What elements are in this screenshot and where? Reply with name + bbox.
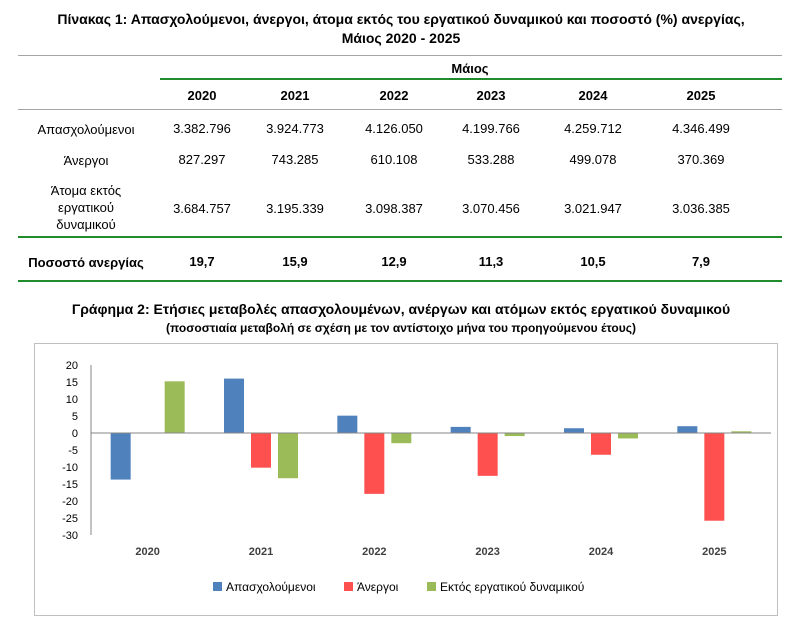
table-cell: 3.021.947: [564, 201, 622, 216]
rate-cell: 11,3: [478, 254, 504, 269]
legend-label: Εκτός εργατικού δυναμικού: [440, 580, 584, 594]
x-category-label: 2022: [362, 546, 386, 558]
table-cell: 3.382.796: [173, 121, 231, 136]
bar: [337, 415, 358, 433]
table-cell: 3.684.757: [173, 201, 231, 216]
table-title-line2: Μάιος 2020 - 2025: [341, 30, 461, 46]
row-label: Άνεργοι: [18, 152, 154, 169]
year-header: 2021: [280, 88, 310, 103]
row-label: Άτομα εκτός εργατικού δυναμικού: [18, 182, 154, 233]
bar: [677, 426, 698, 433]
legend-label: Άνεργοι: [357, 580, 399, 594]
table-cell: 3.924.773: [266, 121, 324, 136]
bar-chart: 20 15 10 5 0 -5 -10 -15 -20 -25 -30 2020 2021 2022 202…: [62, 360, 771, 594]
table-cell: 4.199.766: [462, 121, 520, 136]
year-header: 2023: [476, 88, 506, 103]
bar: [477, 433, 498, 476]
row-label-line: Άτομα εκτός: [50, 183, 122, 198]
x-category-label: 2025: [702, 546, 726, 558]
table-cell: 4.126.050: [365, 121, 423, 136]
table-cell: 610.108: [370, 152, 418, 167]
table-cell: 3.098.387: [365, 201, 423, 216]
chart-title-line2: (ποσοστιαία μεταβολή σε σχέση με τον αντ…: [166, 321, 636, 335]
table-cell: 743.285: [271, 152, 319, 167]
table-cell: 499.078: [569, 152, 617, 167]
row-label-line: εργατικού: [58, 200, 114, 215]
bar: [618, 433, 638, 439]
x-category-label: 2020: [135, 546, 159, 558]
x-category-label: 2021: [249, 546, 273, 558]
rate-top-rule: [18, 236, 782, 238]
row-label-line: Άνεργοι: [63, 153, 109, 168]
year-header: 2020: [187, 88, 217, 103]
table-cell: 370.369: [677, 152, 725, 167]
y-tick-label: 15: [66, 377, 78, 389]
legend-label: Απασχολούμενοι: [226, 580, 316, 594]
table-cell: 827.297: [178, 152, 226, 167]
chart-area: 20 15 10 5 0 -5 -10 -15 -20 -25 -30 2020 2021 2022 202…: [34, 343, 778, 616]
y-tick-label: 5: [72, 411, 78, 423]
y-tick-label: 20: [66, 360, 78, 372]
rate-cell: 15,9: [282, 254, 308, 269]
table-top-rule: [18, 55, 782, 56]
rate-row-label: Ποσοστό ανεργίας: [28, 255, 144, 270]
bar: [450, 426, 471, 433]
year-header: 2025: [686, 88, 716, 103]
legend-swatch: [427, 582, 436, 591]
y-tick-label: 10: [66, 394, 78, 406]
y-tick-label: -20: [62, 496, 78, 508]
year-header: 2022: [379, 88, 409, 103]
y-tick-label: -5: [68, 445, 78, 457]
y-tick-label: -10: [62, 462, 78, 474]
bar: [731, 431, 752, 433]
y-tick-label: -15: [62, 479, 78, 491]
rate-cell: 19,7: [189, 254, 215, 269]
month-header: Μάιος: [451, 61, 489, 76]
bar: [564, 428, 584, 433]
bar: [704, 433, 725, 521]
y-tick-label: -30: [62, 530, 78, 542]
rate-cell: 12,9: [381, 254, 407, 269]
bar: [591, 433, 611, 455]
x-category-label: 2023: [475, 546, 499, 558]
header-bottom-rule: [18, 109, 782, 110]
table-title-line1: Πίνακας 1: Απασχολούμενοι, άνεργοι, άτομ…: [57, 11, 745, 27]
rate-cell: 7,9: [691, 254, 711, 269]
bar: [110, 433, 131, 480]
bar: [251, 433, 271, 468]
legend-swatch: [213, 582, 222, 591]
y-tick-label: 0: [72, 428, 78, 440]
bar: [164, 381, 185, 433]
bar: [278, 433, 298, 479]
month-header-rule: [160, 78, 782, 80]
table-cell: 4.259.712: [564, 121, 622, 136]
table-cell: 4.346.499: [672, 121, 730, 136]
row-label: Απασχολούμενοι: [18, 121, 154, 138]
legend-swatch: [344, 582, 353, 591]
bar: [391, 433, 412, 444]
table-bottom-rule: [18, 280, 782, 282]
bar: [504, 433, 525, 437]
table-cell: 3.195.339: [266, 201, 324, 216]
y-tick-label: -25: [62, 513, 78, 525]
row-label-line: δυναμικού: [56, 217, 116, 232]
bar: [224, 378, 244, 433]
table-cell: 3.070.456: [462, 201, 520, 216]
x-category-label: 2024: [589, 546, 614, 558]
year-header: 2024: [578, 88, 608, 103]
rate-cell: 10,5: [580, 254, 606, 269]
row-label-line: Απασχολούμενοι: [37, 122, 135, 137]
chart-title-line1: Γράφημα 2: Ετήσιες μεταβολές απασχολουμέ…: [71, 301, 731, 317]
table-cell: 3.036.385: [672, 201, 730, 216]
table-cell: 533.288: [467, 152, 515, 167]
bar: [364, 433, 385, 494]
